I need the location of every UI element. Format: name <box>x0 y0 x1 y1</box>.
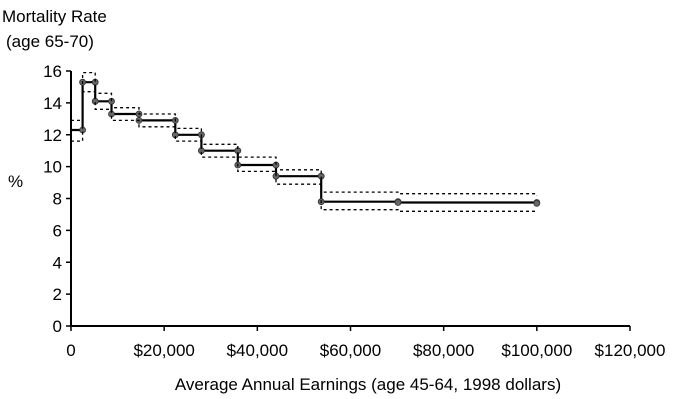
y-tick-label: 14 <box>43 94 62 113</box>
x-tick-label: $120,000 <box>595 341 666 360</box>
x-tick-label: $20,000 <box>133 341 194 360</box>
y-tick-label: 10 <box>43 158 62 177</box>
chart-title-line-2: (age 65-70) <box>6 32 94 51</box>
y-tick-label: 8 <box>53 190 62 209</box>
chart-title-line-1: Mortality Rate <box>2 7 107 26</box>
x-axis-label: Average Annual Earnings (age 45-64, 1998… <box>175 375 561 394</box>
x-tick-label: 0 <box>66 341 75 360</box>
mortality-step-line <box>71 81 538 204</box>
y-tick-label: 2 <box>53 285 62 304</box>
ci-bound-line-1 <box>71 71 538 196</box>
x-tick-label: $100,000 <box>501 341 572 360</box>
ci-bound-line-2 <box>71 91 537 212</box>
x-tick-label: $80,000 <box>413 341 474 360</box>
y-tick-label: 16 <box>43 62 62 81</box>
ticks-layer: 0 2 4 6 8 10 12 14 16 0 $20,000 $40,000 $60,000 $80,0… <box>43 62 665 360</box>
axes-layer <box>70 71 630 327</box>
data-point <box>533 199 541 207</box>
y-tick-label: 4 <box>53 253 62 272</box>
y-axis-label: % <box>8 172 23 191</box>
y-tick-label: 6 <box>53 221 62 240</box>
y-tick-label: 0 <box>53 317 62 336</box>
x-tick-label: $60,000 <box>320 341 381 360</box>
x-tick-label: $40,000 <box>227 341 288 360</box>
y-tick-label: 12 <box>43 126 62 145</box>
data-point <box>394 199 402 206</box>
series-layer <box>71 71 541 212</box>
